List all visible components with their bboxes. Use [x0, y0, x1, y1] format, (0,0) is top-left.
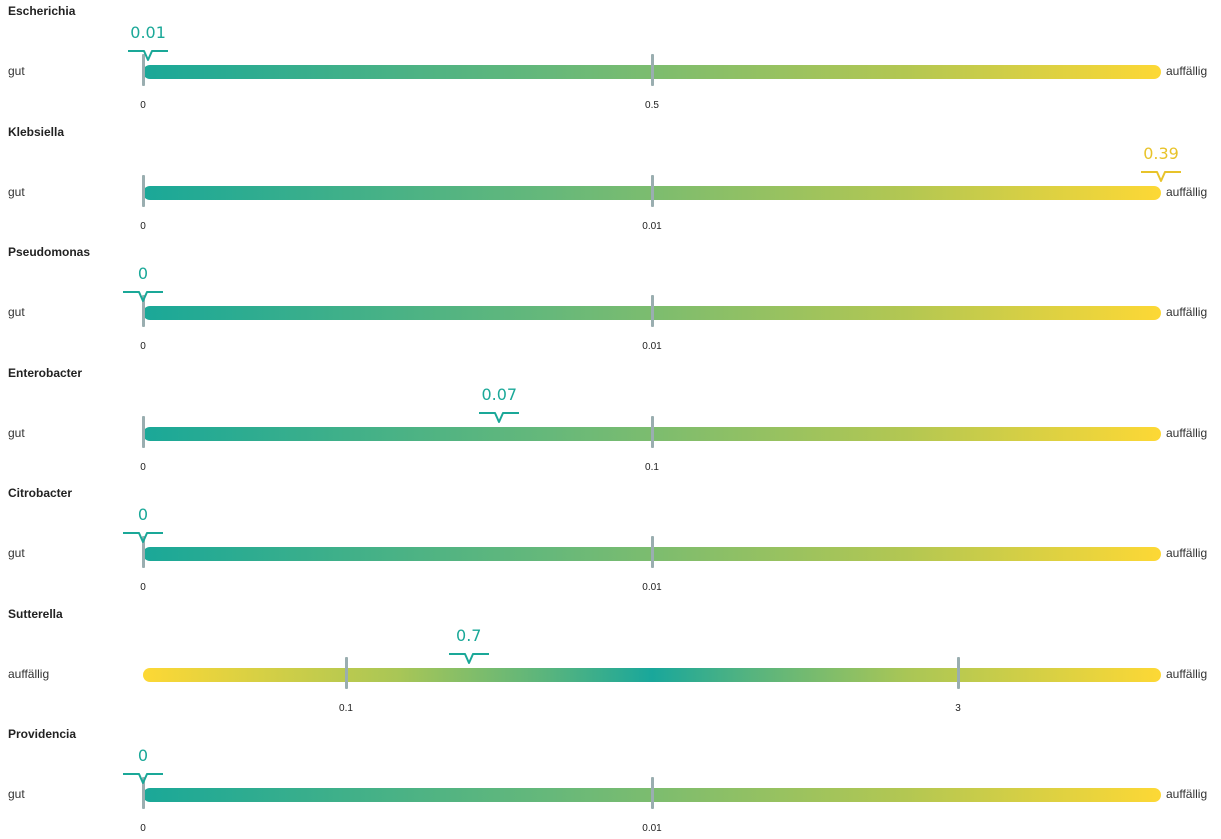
gauge-title: Enterobacter: [8, 365, 83, 380]
right-range-label: auffällig: [1166, 666, 1208, 681]
tick-label: 0.01: [642, 582, 662, 593]
left-range-label: gut: [8, 546, 25, 560]
gauge-title: Escherichia: [8, 4, 76, 18]
left-range-label: gut: [8, 425, 25, 440]
left-range-label: auffällig: [8, 666, 50, 681]
right-range-label: auffällig: [1166, 305, 1208, 319]
tick-label: 0: [140, 220, 146, 232]
value-label: 0: [137, 505, 149, 524]
value-label: 0.07: [481, 384, 518, 404]
tick-mark: [344, 656, 348, 689]
tick-mark: [141, 295, 145, 327]
value-marker: [123, 291, 163, 302]
tick-label: 0: [140, 823, 146, 834]
value-label: 0.01: [130, 23, 166, 42]
gradient-bar: [143, 667, 1161, 682]
left-range-label: gut: [8, 184, 25, 199]
tick-mark: [956, 656, 960, 689]
tick-label: 0.5: [645, 100, 659, 111]
tick-label: 0.1: [645, 461, 659, 473]
right-range-label: auffällig: [1166, 546, 1208, 560]
gauge-title: Citrobacter: [8, 486, 73, 500]
tick-mark: [650, 777, 654, 809]
tick-label: 0: [140, 461, 146, 473]
value-marker: [479, 411, 520, 423]
value-marker: [123, 532, 163, 543]
tick-mark: [141, 54, 145, 86]
value-label: 0: [137, 746, 149, 765]
left-range-label: gut: [8, 64, 25, 78]
value-marker: [128, 50, 169, 61]
right-range-label: auffällig: [1166, 184, 1208, 199]
value-marker: [1141, 170, 1181, 182]
gauge-title: Klebsiella: [8, 124, 65, 139]
gauge-title: Pseudomonas: [8, 245, 91, 259]
tick-mark: [650, 415, 654, 448]
right-range-label: auffällig: [1166, 425, 1208, 440]
gauge-title: Providencia: [8, 727, 77, 741]
tick-label: 0: [140, 582, 146, 593]
tick-label: 0: [140, 341, 146, 352]
value-marker: [123, 773, 163, 784]
tick-mark: [650, 54, 654, 86]
right-range-label: auffällig: [1166, 787, 1208, 801]
tick-label: 0.01: [642, 341, 662, 352]
tick-mark: [141, 415, 145, 448]
value-label: 0: [137, 264, 149, 283]
right-range-label: auffällig: [1166, 64, 1208, 78]
tick-mark: [141, 777, 145, 809]
tick-mark: [650, 174, 654, 207]
left-range-label: gut: [8, 787, 25, 801]
gauge-title: Sutterella: [8, 606, 63, 621]
tick-label: 0.01: [642, 220, 662, 232]
tick-label: 3: [955, 702, 961, 714]
tick-mark: [650, 536, 654, 568]
value-marker: [448, 652, 489, 664]
value-label: 0.39: [1143, 143, 1179, 163]
tick-mark: [650, 295, 654, 327]
tick-mark: [141, 174, 145, 207]
left-range-label: gut: [8, 305, 25, 319]
tick-label: 0: [140, 100, 146, 111]
tick-label: 0.01: [642, 823, 662, 834]
value-label: 0.7: [456, 625, 482, 645]
tick-label: 0.1: [339, 702, 353, 714]
tick-mark: [141, 536, 145, 568]
